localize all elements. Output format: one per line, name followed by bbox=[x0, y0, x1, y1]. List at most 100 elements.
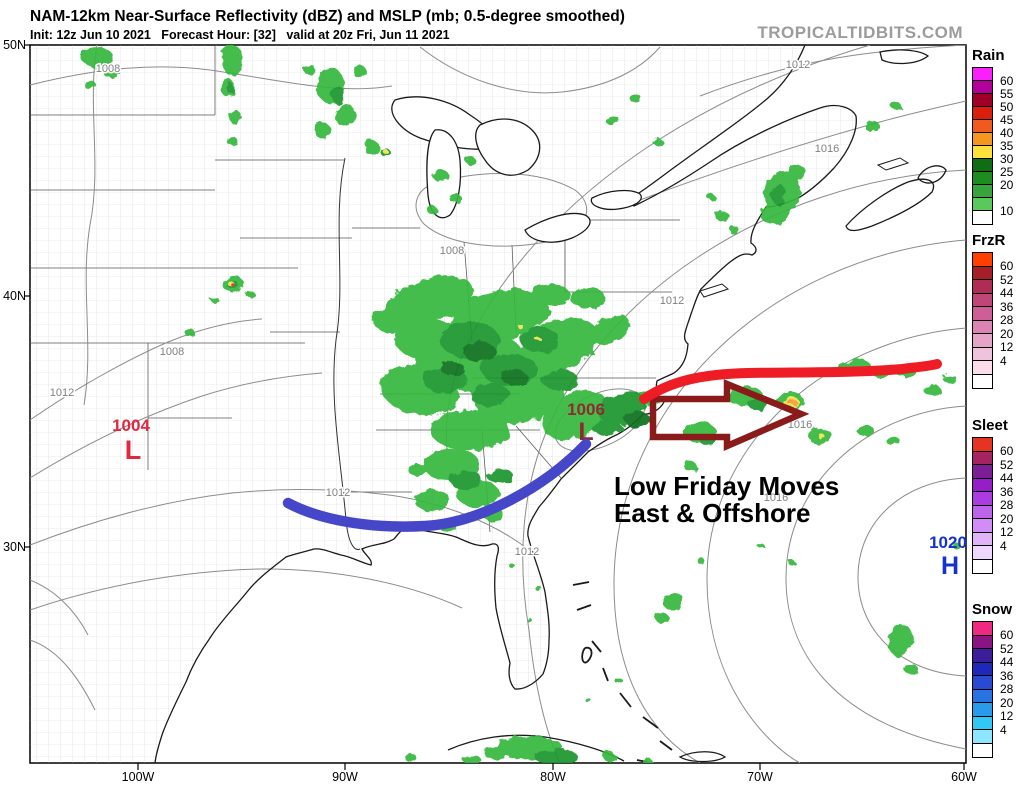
legend-color-cell bbox=[973, 676, 992, 690]
legend-value-label: 28 bbox=[1000, 498, 1014, 512]
legend-color-cell bbox=[973, 374, 992, 388]
legend-color-cell bbox=[973, 159, 992, 172]
lon-label-70w: 70W bbox=[747, 770, 773, 784]
legend-color-cell bbox=[973, 649, 992, 663]
axis-labels: 50N 40N 30N 100W 90W 80W 70W 60W bbox=[3, 38, 977, 784]
legend-color-cell bbox=[973, 478, 992, 492]
axis-ticks bbox=[24, 44, 965, 770]
legend-title: Snow bbox=[972, 601, 1012, 618]
legend-color-cell bbox=[973, 185, 992, 198]
lon-label-90w: 90W bbox=[332, 770, 358, 784]
legend-color-cell bbox=[973, 361, 992, 375]
legend-color-cell bbox=[973, 492, 992, 506]
offshore-arrow bbox=[649, 379, 810, 451]
lat-label-40n: 40N bbox=[3, 289, 26, 303]
legend-color-cell bbox=[973, 280, 992, 294]
legend-value-label: 20 bbox=[1000, 326, 1014, 341]
low-pressure-value: 1004 bbox=[112, 416, 150, 435]
legend-color-cell bbox=[973, 334, 992, 348]
legend-color-cell bbox=[973, 120, 992, 133]
legend-value-label: 44 bbox=[1000, 286, 1014, 300]
legend-value-label: 28 bbox=[1000, 313, 1014, 327]
init-forecast-line: Init: 12z Jun 10 2021 Forecast Hour: [32… bbox=[30, 28, 450, 42]
low-pressure-value: 1006 bbox=[567, 400, 605, 419]
low-pressure-symbol: L bbox=[578, 418, 593, 446]
legend-color-cell bbox=[973, 107, 992, 120]
coastlines bbox=[154, 45, 947, 763]
legend-sleet: Sleet 60 52 44 36 28 20 12 4 bbox=[970, 417, 1024, 574]
isobar-label: 1012 bbox=[786, 59, 810, 71]
annotations: Low Friday Moves East & Offshore bbox=[282, 359, 942, 532]
legend-value-label: 30 bbox=[1000, 151, 1014, 166]
legend-snow: Snow 60 52 44 36 28 20 12 4 bbox=[970, 601, 1024, 758]
legend-value-label: 28 bbox=[1000, 682, 1014, 696]
legend-color-cell bbox=[973, 559, 992, 573]
legend-title: FrzR bbox=[972, 232, 1006, 249]
legend-frzr: FrzR 60 52 44 36 28 20 12 4 bbox=[970, 232, 1024, 389]
bahamas-islands bbox=[572, 581, 673, 763]
legend-value-label: 4 bbox=[1000, 353, 1007, 368]
legend-color-cell bbox=[973, 438, 992, 452]
high-pressure-value: 1020 bbox=[929, 533, 967, 552]
legend-color-cell bbox=[973, 465, 992, 479]
legend-color-cell bbox=[973, 622, 992, 636]
legend-color-cell bbox=[973, 307, 992, 321]
isobar-label: 1008 bbox=[440, 245, 464, 257]
legend-color-cell bbox=[973, 253, 992, 267]
low-pressure-symbol: L bbox=[125, 435, 142, 465]
isobar-label: 1016 bbox=[815, 143, 839, 155]
warm-front-red-line bbox=[639, 359, 942, 404]
legend-value-label: 60 bbox=[1000, 73, 1014, 88]
legend-value-label: 12 bbox=[1000, 709, 1014, 723]
legend-value-label: 20 bbox=[1000, 695, 1014, 710]
legend-value-label: 44 bbox=[1000, 471, 1014, 485]
legend-value-label: 50 bbox=[1000, 99, 1014, 114]
isobar-label: 1008 bbox=[96, 63, 120, 75]
legend-title: Sleet bbox=[972, 417, 1008, 434]
legend-color-cell bbox=[973, 211, 992, 224]
annotation-text-line1: Low Friday Moves bbox=[614, 471, 839, 501]
legend-color-cell bbox=[973, 347, 992, 361]
legend-value-label: 40 bbox=[1000, 125, 1014, 140]
isobar-label: 1008 bbox=[160, 346, 184, 358]
legend-color-cell bbox=[973, 198, 992, 211]
precip-type-legends: Rain 60 55 50 45 40 35 30 25 20 10 FrzR 60 52 44 36 28 20… bbox=[970, 0, 1024, 786]
legend-color-cell bbox=[973, 320, 992, 334]
legend-color-cell bbox=[973, 730, 992, 744]
cold-front-blue-line bbox=[282, 438, 592, 532]
legend-value-label: 20 bbox=[1000, 511, 1014, 526]
legend-color-cell bbox=[973, 743, 992, 757]
legend-color-cell bbox=[973, 451, 992, 465]
legend-value-label: 60 bbox=[1000, 628, 1014, 642]
legend-color-scale: 60 52 44 36 28 20 12 4 bbox=[972, 437, 1013, 574]
legend-color-cell bbox=[973, 81, 992, 94]
legend-color-scale: 60 55 50 45 40 35 30 25 20 10 bbox=[972, 67, 1013, 225]
legend-value-label: 52 bbox=[1000, 457, 1014, 472]
legend-color-cell bbox=[973, 662, 992, 676]
legend-color-cell bbox=[973, 532, 992, 546]
pressure-centers: 1004 L 1006 L 1020 H bbox=[112, 400, 967, 580]
legend-color-cell bbox=[973, 94, 992, 107]
page-title: NAM-12km Near-Surface Reflectivity (dBZ)… bbox=[30, 8, 625, 25]
lon-label-100w: 100W bbox=[122, 770, 155, 784]
legend-color-cell bbox=[973, 146, 992, 159]
legend-color-cell bbox=[973, 689, 992, 703]
legend-color-scale: 60 52 44 36 28 20 12 4 bbox=[972, 252, 1013, 389]
legend-value-label: 52 bbox=[1000, 641, 1014, 656]
annotation-text-line2: East & Offshore bbox=[614, 498, 811, 528]
legend-color-cell bbox=[973, 519, 992, 533]
tropicaltidbits-watermark: TROPICALTIDBITS.COM bbox=[757, 23, 963, 42]
legend-color-cell bbox=[973, 635, 992, 649]
legend-value-label: 44 bbox=[1000, 655, 1014, 669]
legend-color-scale: 60 52 44 36 28 20 12 4 bbox=[972, 621, 1013, 758]
legend-value-label: 60 bbox=[1000, 259, 1014, 273]
lat-label-30n: 30N bbox=[3, 540, 26, 554]
header: NAM-12km Near-Surface Reflectivity (dBZ)… bbox=[30, 8, 963, 42]
isobar-label: 1012 bbox=[326, 487, 350, 499]
isobar-label: 1012 bbox=[660, 295, 684, 307]
legend-color-cell bbox=[973, 546, 992, 560]
lon-label-60w: 60W bbox=[951, 770, 977, 784]
legend-rain: Rain 60 55 50 45 40 35 30 25 20 10 bbox=[970, 47, 1024, 225]
legend-value-label: 36 bbox=[1000, 484, 1014, 499]
